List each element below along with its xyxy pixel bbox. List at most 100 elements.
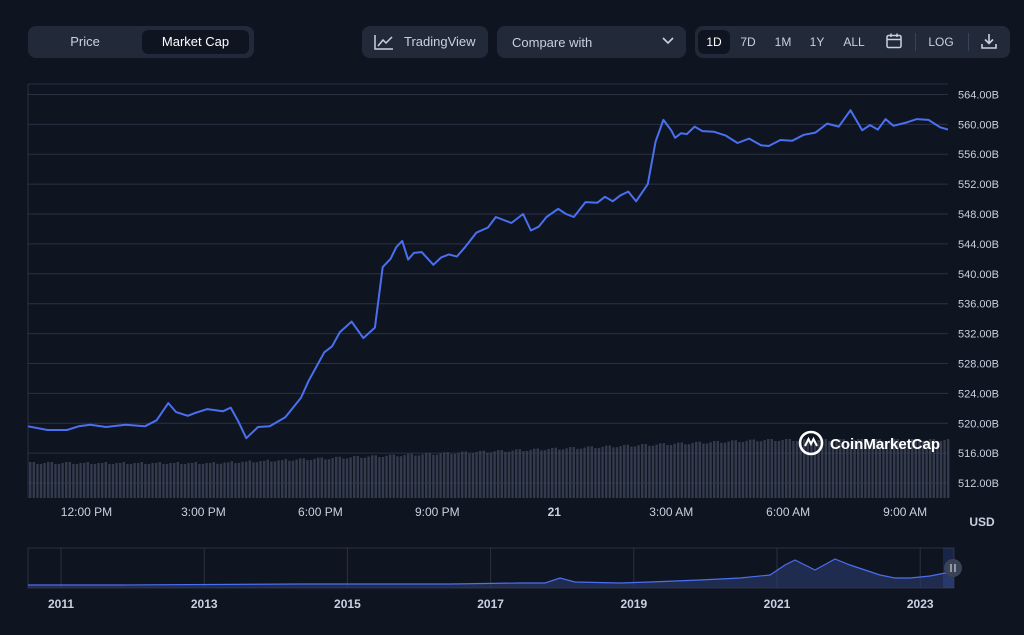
volume-bar — [489, 452, 493, 498]
volume-bar — [295, 459, 298, 498]
volume-bar — [119, 463, 122, 498]
volume-bar — [288, 460, 291, 498]
volume-bar — [835, 440, 838, 498]
volume-bar — [651, 445, 655, 498]
volume-bar — [212, 461, 215, 498]
volume-bar — [47, 462, 50, 498]
volume-bar — [345, 458, 349, 498]
volume-bar — [601, 446, 604, 498]
volume-bar — [284, 458, 287, 498]
volume-bar — [36, 464, 39, 498]
volume-bar — [889, 440, 892, 498]
volume-bar — [551, 447, 554, 498]
volume-bar — [173, 463, 176, 498]
volume-bar — [65, 462, 68, 498]
pause-handle-icon[interactable] — [944, 559, 962, 577]
volume-bar — [533, 448, 536, 498]
volume-bar — [871, 440, 874, 498]
y-tick-label: 548.00B — [958, 209, 999, 221]
y-tick-label: 556.00B — [958, 149, 999, 161]
volume-bar — [500, 449, 503, 498]
range-1y-button[interactable]: 1Y — [809, 35, 825, 49]
navigator-year-label: 2019 — [620, 597, 647, 611]
x-tick-label: 9:00 PM — [415, 505, 460, 519]
volume-bar — [165, 464, 169, 498]
volume-bar — [680, 442, 683, 498]
compare-dropdown[interactable]: Compare with — [497, 26, 686, 58]
volume-bar — [443, 452, 446, 498]
volume-bar — [900, 441, 903, 498]
volume-bar — [356, 455, 359, 498]
volume-bar — [705, 443, 709, 498]
volume-bar — [410, 453, 413, 498]
range-1m-button[interactable]: 1M — [774, 35, 792, 49]
volume-bar — [327, 459, 331, 498]
volume-bar — [792, 441, 795, 498]
volume-bar — [691, 443, 694, 498]
volume-bar — [770, 439, 773, 498]
volume-bar — [677, 442, 680, 498]
volume-bar — [529, 449, 532, 498]
download-icon[interactable] — [980, 32, 998, 55]
volume-bar — [518, 449, 521, 498]
y-tick-label: 528.00B — [958, 358, 999, 370]
volume-bar — [914, 439, 917, 498]
y-tick-label: 540.00B — [958, 269, 999, 281]
range-7d-button[interactable]: 7D — [740, 35, 756, 49]
volume-bar — [860, 439, 863, 498]
volume-bar — [896, 439, 899, 498]
y-tick-label: 524.00B — [958, 388, 999, 400]
volume-bar — [738, 442, 741, 498]
volume-bar — [180, 464, 183, 498]
volume-bar — [911, 439, 914, 498]
volume-bar — [932, 439, 935, 498]
volume-bar — [482, 450, 485, 498]
volume-bar — [673, 443, 676, 498]
range-all-button[interactable]: ALL — [843, 35, 865, 49]
market-cap-series-line — [27, 109, 949, 440]
x-tick-label: 12:00 PM — [61, 505, 112, 519]
volume-bar — [558, 449, 561, 498]
volume-bar — [561, 449, 565, 498]
x-tick-label: 21 — [548, 505, 562, 519]
volume-bar — [97, 463, 100, 498]
volume-bar — [565, 448, 568, 498]
market-cap-tab[interactable]: Market Cap — [142, 30, 249, 54]
y-tick-label: 536.00B — [958, 299, 999, 311]
volume-bar — [374, 455, 377, 498]
calendar-icon[interactable] — [885, 32, 903, 55]
volume-bar — [597, 447, 601, 498]
tradingview-button[interactable]: TradingView — [362, 26, 488, 58]
volume-bar — [450, 454, 453, 498]
volume-bar — [392, 454, 395, 498]
volume-bar — [723, 442, 727, 498]
volume-bar — [842, 439, 845, 498]
volume-bar — [453, 453, 457, 498]
volume-bar — [795, 441, 799, 498]
volume-bar — [659, 443, 662, 498]
volume-bar — [907, 440, 910, 498]
volume-bar — [626, 444, 629, 498]
volume-bar — [187, 463, 190, 498]
y-tick-label: 516.00B — [958, 448, 999, 460]
volume-bar — [43, 463, 46, 498]
range-1d-button[interactable]: 1D — [698, 30, 730, 54]
navigator-area — [28, 559, 954, 588]
volume-bar — [936, 441, 939, 498]
volume-bar — [432, 454, 435, 498]
volume-bar — [813, 441, 817, 498]
volume-bar — [446, 452, 449, 498]
chart-line-icon — [374, 35, 393, 50]
volume-bar — [324, 459, 327, 498]
volume-bar — [810, 441, 813, 498]
volume-bar — [497, 450, 500, 498]
volume-bar — [875, 439, 878, 498]
volume-bar — [756, 441, 759, 498]
volume-bar — [461, 451, 464, 498]
price-tab[interactable]: Price — [70, 34, 100, 49]
navigator-line — [28, 558, 955, 586]
log-scale-button[interactable]: LOG — [928, 35, 954, 49]
time-navigator[interactable]: 2011 2013 2015 2017 2019 2021 2023 — [27, 547, 962, 611]
volume-bar — [176, 462, 179, 498]
